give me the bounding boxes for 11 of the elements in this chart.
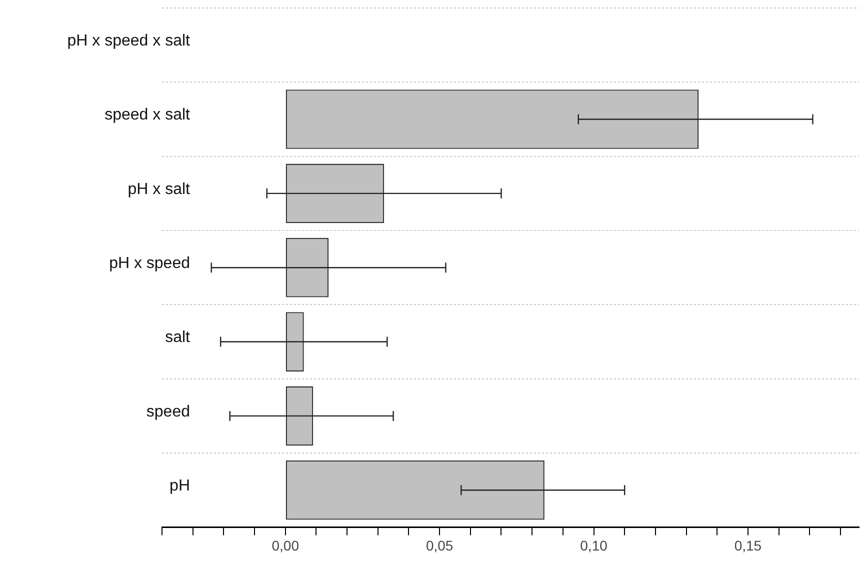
x-tick-label: 0,00 xyxy=(272,537,300,554)
y-tick-label: pH x salt xyxy=(128,180,191,198)
x-tick-label: 0,15 xyxy=(734,537,762,554)
y-tick-label: pH xyxy=(170,478,190,495)
y-tick-label: salt xyxy=(165,329,191,346)
y-tick-label: speed x salt xyxy=(104,106,191,124)
y-tick-label: pH x speed x salt xyxy=(67,32,191,50)
x-tick-label: 0,05 xyxy=(426,537,454,554)
y-tick-label: pH x speed xyxy=(109,255,190,272)
x-tick-label: 0,10 xyxy=(580,537,608,554)
y-tick-label: speed xyxy=(146,403,190,420)
